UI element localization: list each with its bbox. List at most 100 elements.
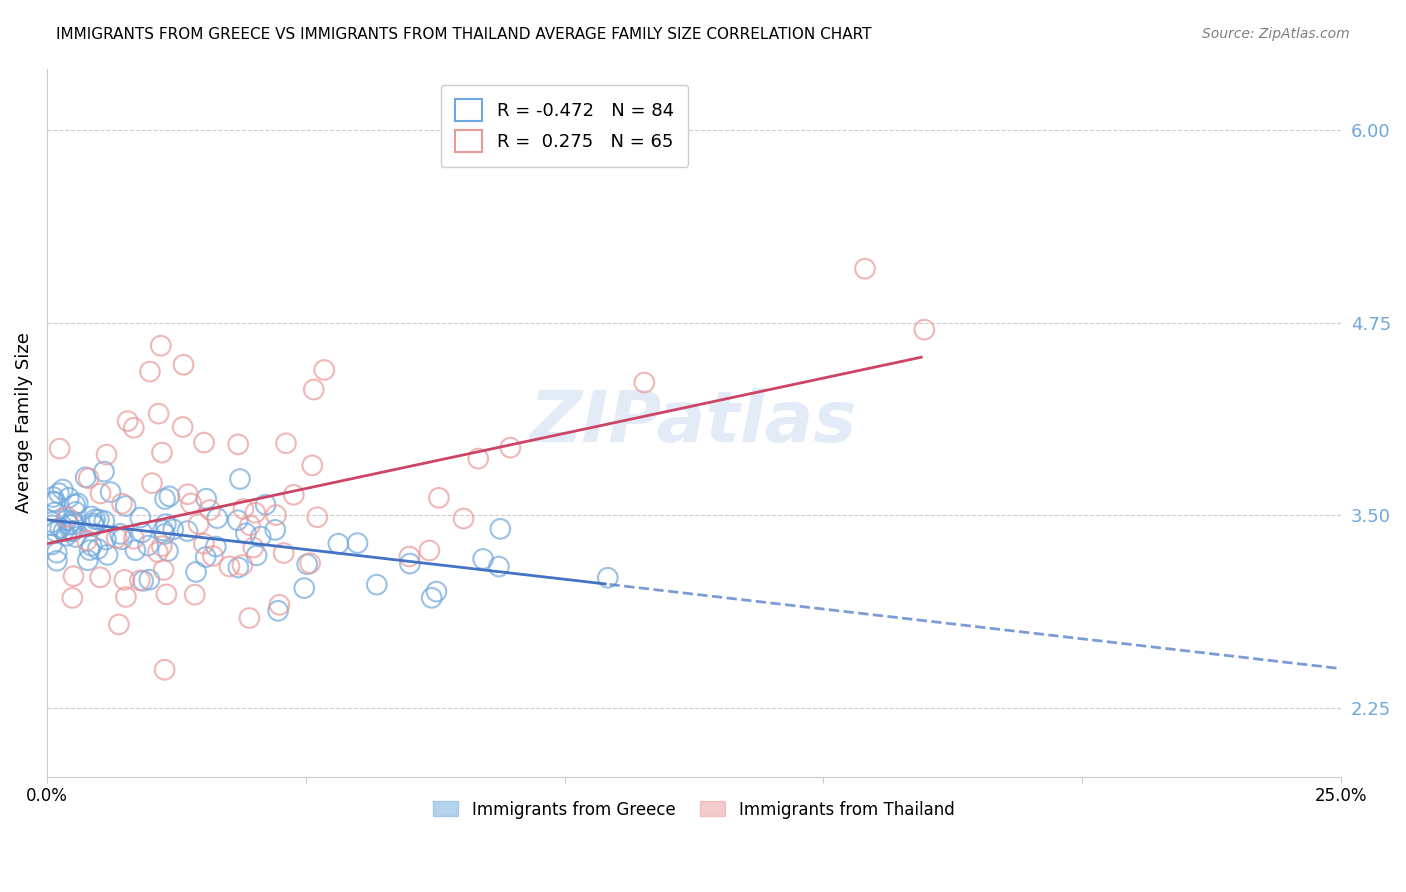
- Point: [346, 536, 368, 550]
- Point: [207, 511, 229, 525]
- Point: [226, 513, 249, 527]
- Point: [489, 522, 512, 536]
- Point: [41, 537, 63, 551]
- Point: [162, 522, 184, 536]
- Point: [418, 543, 440, 558]
- Point: [149, 339, 172, 353]
- Point: [97, 548, 120, 562]
- Point: [198, 503, 221, 517]
- Point: [218, 559, 240, 574]
- Point: [239, 518, 262, 533]
- Point: [42, 490, 65, 504]
- Point: [76, 553, 98, 567]
- Point: [44, 505, 66, 519]
- Point: [66, 496, 89, 510]
- Point: [283, 488, 305, 502]
- Point: [111, 532, 134, 546]
- Point: [112, 573, 135, 587]
- Legend: Immigrants from Greece, Immigrants from Thailand: Immigrants from Greece, Immigrants from …: [426, 794, 962, 825]
- Point: [122, 421, 145, 435]
- Point: [467, 451, 489, 466]
- Point: [148, 407, 170, 421]
- Point: [52, 524, 75, 538]
- Point: [55, 529, 77, 543]
- Point: [87, 541, 110, 556]
- Point: [194, 549, 217, 564]
- Point: [84, 512, 107, 526]
- Point: [180, 496, 202, 510]
- Point: [62, 524, 84, 538]
- Point: [269, 598, 291, 612]
- Point: [131, 525, 153, 540]
- Point: [76, 533, 98, 548]
- Point: [42, 494, 65, 508]
- Point: [328, 536, 350, 550]
- Point: [205, 540, 228, 554]
- Point: [83, 518, 105, 533]
- Point: [45, 554, 67, 568]
- Point: [173, 358, 195, 372]
- Point: [152, 563, 174, 577]
- Point: [48, 486, 70, 500]
- Point: [94, 533, 117, 547]
- Point: [117, 414, 139, 428]
- Point: [184, 588, 207, 602]
- Point: [128, 574, 150, 588]
- Point: [156, 544, 179, 558]
- Point: [264, 523, 287, 537]
- Point: [299, 556, 322, 570]
- Point: [146, 545, 169, 559]
- Point: [108, 527, 131, 541]
- Point: [105, 531, 128, 545]
- Point: [228, 560, 250, 574]
- Point: [150, 445, 173, 459]
- Point: [83, 516, 105, 531]
- Text: IMMIGRANTS FROM GREECE VS IMMIGRANTS FROM THAILAND AVERAGE FAMILY SIZE CORRELATI: IMMIGRANTS FROM GREECE VS IMMIGRANTS FRO…: [56, 27, 872, 42]
- Point: [65, 505, 87, 519]
- Point: [184, 565, 207, 579]
- Point: [853, 261, 876, 276]
- Point: [187, 516, 209, 531]
- Point: [58, 491, 80, 505]
- Point: [232, 502, 254, 516]
- Point: [425, 584, 447, 599]
- Point: [229, 472, 252, 486]
- Point: [314, 363, 336, 377]
- Point: [201, 549, 224, 563]
- Point: [238, 611, 260, 625]
- Point: [235, 526, 257, 541]
- Point: [366, 577, 388, 591]
- Point: [292, 581, 315, 595]
- Point: [139, 365, 162, 379]
- Point: [93, 465, 115, 479]
- Point: [90, 486, 112, 500]
- Y-axis label: Average Family Size: Average Family Size: [15, 332, 32, 513]
- Point: [41, 515, 63, 529]
- Point: [177, 487, 200, 501]
- Text: ZIPatlas: ZIPatlas: [530, 388, 858, 458]
- Point: [136, 539, 159, 553]
- Point: [264, 508, 287, 522]
- Point: [152, 524, 174, 538]
- Point: [249, 530, 271, 544]
- Point: [79, 543, 101, 558]
- Point: [274, 436, 297, 450]
- Point: [472, 552, 495, 566]
- Point: [108, 617, 131, 632]
- Point: [124, 543, 146, 558]
- Point: [155, 517, 177, 532]
- Point: [420, 591, 443, 605]
- Point: [80, 539, 103, 553]
- Point: [111, 497, 134, 511]
- Point: [267, 604, 290, 618]
- Point: [75, 470, 97, 484]
- Point: [153, 491, 176, 506]
- Point: [114, 499, 136, 513]
- Point: [245, 506, 267, 520]
- Point: [302, 383, 325, 397]
- Point: [80, 509, 103, 524]
- Point: [273, 546, 295, 560]
- Point: [55, 513, 77, 527]
- Point: [399, 557, 422, 571]
- Point: [48, 442, 70, 456]
